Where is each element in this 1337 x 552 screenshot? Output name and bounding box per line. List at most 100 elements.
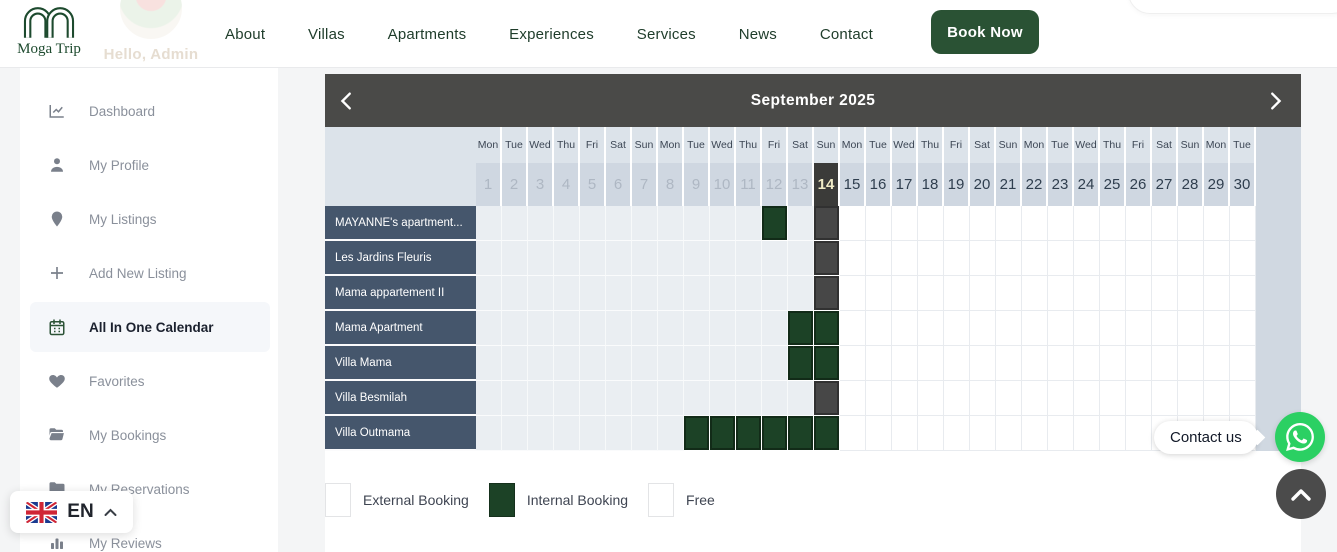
booking-cell-past[interactable] [632, 241, 658, 276]
date-cell-8[interactable]: 8 [658, 163, 684, 206]
booking-cell-free[interactable] [1048, 311, 1074, 346]
booking-cell-past[interactable] [658, 381, 684, 416]
sidebar-item-my-reviews[interactable]: My Reviews [20, 516, 278, 552]
nav-item-apartments[interactable]: Apartments [387, 25, 467, 43]
date-cell-9[interactable]: 9 [684, 163, 710, 206]
booking-cell-free[interactable] [892, 346, 918, 381]
booking-cell-free[interactable] [1022, 206, 1048, 241]
booking-cell-past[interactable] [554, 346, 580, 381]
booking-cell-past[interactable] [632, 381, 658, 416]
booking-cell-past[interactable] [476, 206, 502, 241]
booking-cell-free[interactable] [840, 241, 866, 276]
date-cell-18[interactable]: 18 [918, 163, 944, 206]
booking-cell-past[interactable] [710, 381, 736, 416]
booking-cell-free[interactable] [1204, 311, 1230, 346]
booking-cell-past[interactable] [554, 381, 580, 416]
booking-cell-past[interactable] [606, 206, 632, 241]
booking-cell-free[interactable] [944, 206, 970, 241]
booking-cell-free[interactable] [1204, 206, 1230, 241]
date-cell-30[interactable]: 30 [1230, 163, 1256, 206]
booking-cell-free[interactable] [1022, 311, 1048, 346]
date-cell-1[interactable]: 1 [476, 163, 502, 206]
booking-cell-free[interactable] [1152, 206, 1178, 241]
booking-cell-free[interactable] [892, 241, 918, 276]
booking-cell-free[interactable] [918, 311, 944, 346]
booking-cell-past[interactable] [476, 346, 502, 381]
booking-cell-free[interactable] [1230, 206, 1256, 241]
booking-cell-past[interactable] [736, 311, 762, 346]
booking-cell-free[interactable] [866, 381, 892, 416]
sidebar-item-add-new-listing[interactable]: Add New Listing [20, 246, 278, 300]
booking-cell-past[interactable] [476, 416, 502, 451]
date-cell-2[interactable]: 2 [502, 163, 528, 206]
booking-cell-internal[interactable] [788, 416, 814, 451]
booking-cell-internal[interactable] [736, 416, 762, 451]
date-cell-21[interactable]: 21 [996, 163, 1022, 206]
booking-cell-internal[interactable] [762, 206, 788, 241]
booking-cell-past[interactable] [710, 346, 736, 381]
date-cell-10[interactable]: 10 [710, 163, 736, 206]
booking-cell-past[interactable] [528, 346, 554, 381]
nav-item-news[interactable]: News [738, 25, 778, 43]
booking-cell-free[interactable] [1126, 381, 1152, 416]
booking-cell-free[interactable] [1204, 276, 1230, 311]
booking-cell-free[interactable] [1230, 381, 1256, 416]
booking-cell-free[interactable] [1100, 416, 1126, 451]
booking-cell-past[interactable] [658, 346, 684, 381]
booking-cell-free[interactable] [970, 241, 996, 276]
language-picker[interactable]: EN [10, 491, 133, 533]
booking-cell-free[interactable] [892, 311, 918, 346]
booking-cell-past[interactable] [736, 241, 762, 276]
sidebar-item-favorites[interactable]: Favorites [20, 354, 278, 408]
booking-cell-internal[interactable] [788, 346, 814, 381]
booking-cell-past[interactable] [580, 311, 606, 346]
booking-cell-past[interactable] [528, 416, 554, 451]
date-cell-6[interactable]: 6 [606, 163, 632, 206]
booking-cell-past[interactable] [580, 346, 606, 381]
booking-cell-past[interactable] [658, 241, 684, 276]
date-cell-14[interactable]: 14 [814, 163, 840, 206]
booking-cell-free[interactable] [1022, 241, 1048, 276]
booking-cell-past[interactable] [762, 311, 788, 346]
booking-cell-free[interactable] [1048, 241, 1074, 276]
booking-cell-free[interactable] [1204, 346, 1230, 381]
booking-cell-free[interactable] [1074, 381, 1100, 416]
booking-cell-free[interactable] [944, 241, 970, 276]
booking-cell-past[interactable] [658, 206, 684, 241]
booking-cell-past[interactable] [736, 381, 762, 416]
booking-cell-past[interactable] [710, 241, 736, 276]
booking-cell-free[interactable] [944, 346, 970, 381]
booking-cell-free[interactable] [918, 381, 944, 416]
date-cell-4[interactable]: 4 [554, 163, 580, 206]
booking-cell-internal[interactable] [814, 416, 840, 451]
booking-cell-free[interactable] [1152, 346, 1178, 381]
booking-cell-past[interactable] [528, 276, 554, 311]
booking-cell-free[interactable] [918, 346, 944, 381]
booking-cell-past[interactable] [528, 206, 554, 241]
booking-cell-free[interactable] [1178, 346, 1204, 381]
booking-cell-past[interactable] [580, 276, 606, 311]
booking-cell-past[interactable] [554, 311, 580, 346]
booking-cell-free[interactable] [1022, 381, 1048, 416]
booking-cell-free[interactable] [892, 206, 918, 241]
booking-cell-past[interactable] [528, 311, 554, 346]
booking-cell-free[interactable] [996, 381, 1022, 416]
booking-cell-past[interactable] [788, 381, 814, 416]
whatsapp-button[interactable] [1275, 412, 1325, 462]
prev-month-button[interactable] [333, 87, 361, 115]
date-cell-24[interactable]: 24 [1074, 163, 1100, 206]
booking-cell-free[interactable] [1152, 276, 1178, 311]
booking-cell-free[interactable] [1074, 276, 1100, 311]
booking-cell-past[interactable] [528, 381, 554, 416]
booking-cell-free[interactable] [1178, 381, 1204, 416]
booking-cell-free[interactable] [1074, 241, 1100, 276]
booking-cell-past[interactable] [736, 346, 762, 381]
date-cell-11[interactable]: 11 [736, 163, 762, 206]
booking-cell-free[interactable] [970, 206, 996, 241]
booking-cell-past[interactable] [710, 276, 736, 311]
booking-cell-past[interactable] [632, 416, 658, 451]
booking-cell-free[interactable] [944, 381, 970, 416]
date-cell-19[interactable]: 19 [944, 163, 970, 206]
booking-cell-free[interactable] [1048, 381, 1074, 416]
booking-cell-free[interactable] [1178, 241, 1204, 276]
